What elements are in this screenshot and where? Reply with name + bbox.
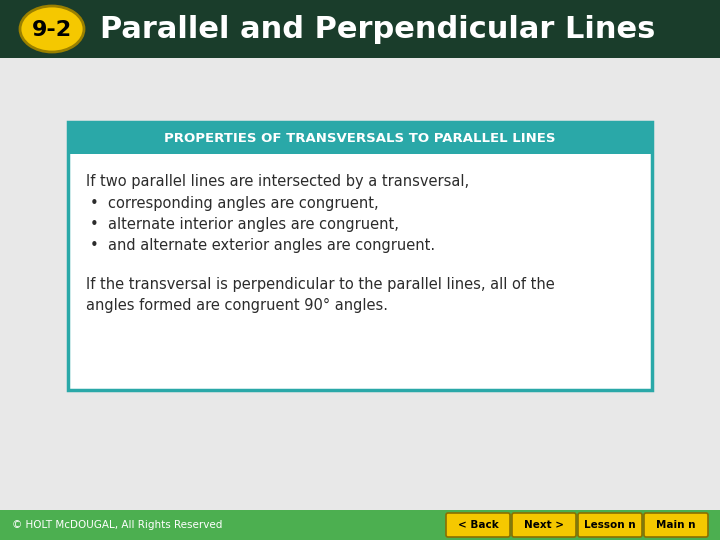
Text: < Back: < Back xyxy=(458,520,498,530)
Text: Next >: Next > xyxy=(524,520,564,530)
Text: Main n: Main n xyxy=(656,520,696,530)
Text: © HOLT McDOUGAL, All Rights Reserved: © HOLT McDOUGAL, All Rights Reserved xyxy=(12,520,222,530)
FancyBboxPatch shape xyxy=(68,122,652,390)
FancyBboxPatch shape xyxy=(578,513,642,537)
FancyBboxPatch shape xyxy=(446,513,510,537)
FancyBboxPatch shape xyxy=(512,513,576,537)
Text: •  alternate interior angles are congruent,: • alternate interior angles are congruen… xyxy=(90,217,399,232)
Text: 9-2: 9-2 xyxy=(32,20,72,40)
FancyBboxPatch shape xyxy=(68,122,652,154)
Text: If two parallel lines are intersected by a transversal,: If two parallel lines are intersected by… xyxy=(86,174,469,189)
Text: If the transversal is perpendicular to the parallel lines, all of the: If the transversal is perpendicular to t… xyxy=(86,277,554,292)
FancyBboxPatch shape xyxy=(644,513,708,537)
FancyBboxPatch shape xyxy=(0,58,720,528)
Text: •  and alternate exterior angles are congruent.: • and alternate exterior angles are cong… xyxy=(90,238,435,253)
Text: Lesson n: Lesson n xyxy=(584,520,636,530)
Text: PROPERTIES OF TRANSVERSALS TO PARALLEL LINES: PROPERTIES OF TRANSVERSALS TO PARALLEL L… xyxy=(164,132,556,145)
Ellipse shape xyxy=(20,6,84,52)
Text: Parallel and Perpendicular Lines: Parallel and Perpendicular Lines xyxy=(100,16,655,44)
FancyBboxPatch shape xyxy=(0,0,720,58)
Text: angles formed are congruent 90° angles.: angles formed are congruent 90° angles. xyxy=(86,298,388,313)
FancyBboxPatch shape xyxy=(0,510,720,540)
Text: •  corresponding angles are congruent,: • corresponding angles are congruent, xyxy=(90,196,379,211)
